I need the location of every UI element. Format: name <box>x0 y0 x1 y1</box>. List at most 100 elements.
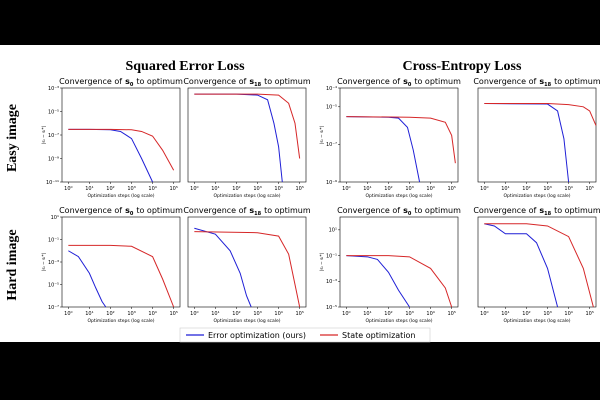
title-subscript: 0 <box>408 82 412 88</box>
title-subscript: 18 <box>254 211 261 217</box>
series-line <box>194 227 252 308</box>
x-tick-label: 10⁴ <box>148 186 156 192</box>
y-tick-label: 10⁻¹¹ <box>46 180 59 186</box>
column-title: Squared Error Loss <box>125 59 245 74</box>
x-tick-label: 10¹ <box>501 311 509 317</box>
x-axis-label: Optimization steps (log scale) <box>213 318 280 324</box>
title-prefix: Convergence of <box>59 206 122 215</box>
x-tick-label: 10¹ <box>211 186 219 192</box>
x-tick-label: 10⁴ <box>426 311 434 317</box>
title-symbol: s <box>403 206 408 215</box>
title-symbol: s <box>539 77 544 86</box>
plot-area <box>61 216 181 308</box>
y-axis-label: |sᵢ − sᵢ*| <box>41 253 47 271</box>
subplot: Convergence of s18 to optimum 10⁰ 10¹ 10² 10³ 1… <box>183 206 311 324</box>
title-suffix: to optimum <box>136 77 183 86</box>
x-tick-label: 10⁰ <box>480 311 488 317</box>
y-tick-label: 10⁻⁴ <box>326 86 337 92</box>
series-line <box>346 255 410 308</box>
title-suffix: to optimum <box>136 206 183 215</box>
x-tick-label: 10⁵ <box>447 186 455 192</box>
x-axis-label: Optimization steps (log scale) <box>87 193 154 199</box>
title-subscript: 0 <box>130 211 134 217</box>
y-axis-label: |sᵢ − sᵢ*| <box>319 126 325 144</box>
y-axis-label: |sᵢ − sᵢ*| <box>41 126 47 144</box>
plot-area <box>187 87 307 183</box>
plot-area <box>61 87 181 183</box>
legend-label: Error optimization (ours) <box>208 331 306 340</box>
y-tick-label: 10⁻⁵ <box>326 305 337 311</box>
x-tick-label: 10⁰ <box>64 186 72 192</box>
x-axis-label: Optimization steps (log scale) <box>365 193 432 199</box>
x-tick-label: 10¹ <box>363 186 371 192</box>
title-prefix: Convergence of <box>337 77 400 86</box>
title-prefix: Convergence of <box>337 206 400 215</box>
title-subscript: 18 <box>544 211 551 217</box>
x-tick-label: 10⁵ <box>447 311 455 317</box>
plot-area <box>339 87 459 183</box>
x-tick-label: 10² <box>522 311 530 317</box>
x-tick-label: 10⁵ <box>169 186 177 192</box>
series-line <box>68 250 107 308</box>
x-tick-label: 10³ <box>405 186 413 192</box>
y-tick-label: 10⁻⁷ <box>48 133 59 139</box>
x-tick-label: 10³ <box>543 186 551 192</box>
subplot: Convergence of s18 to optimum 10⁰ 10¹ 10² 10³ 1… <box>183 77 311 199</box>
subplot-title: Convergence of s18 to optimum <box>473 77 600 88</box>
x-tick-label: 10⁴ <box>274 186 282 192</box>
x-tick-label: 10⁵ <box>169 311 177 317</box>
subplot-title: Convergence of s18 to optimum <box>473 206 600 217</box>
legend: Error optimization (ours) State optimiza… <box>179 327 431 343</box>
x-tick-label: 10⁴ <box>426 186 434 192</box>
title-suffix: to optimum <box>554 77 600 86</box>
title-suffix: to optimum <box>264 206 311 215</box>
x-tick-label: 10³ <box>543 311 551 317</box>
y-tick-label: 10⁻⁵ <box>48 109 59 115</box>
plot-area <box>187 216 307 308</box>
series-line <box>346 255 453 308</box>
subplot: Convergence of s0 to optimum 10⁰ 10¹ 10² 10³ 10… <box>319 206 461 324</box>
subplot: Convergence of s0 to optimum 10⁰ 10¹ 10² 10³ 10… <box>41 77 183 199</box>
x-axis-label: Optimization steps (log scale) <box>365 318 432 324</box>
subplot-title: Convergence of s0 to optimum <box>337 206 461 217</box>
subplot-title: Convergence of s0 to optimum <box>337 77 461 88</box>
title-prefix: Convergence of <box>59 77 122 86</box>
x-tick-label: 10⁰ <box>64 311 72 317</box>
y-tick-label: 10¹ <box>51 215 59 221</box>
x-tick-label: 10⁵ <box>295 311 303 317</box>
x-tick-label: 10⁰ <box>342 186 350 192</box>
x-tick-label: 10² <box>232 311 240 317</box>
row-title: Hard image <box>5 229 20 300</box>
x-tick-label: 10¹ <box>363 311 371 317</box>
series-line <box>68 244 175 308</box>
x-tick-label: 10⁵ <box>585 186 593 192</box>
y-tick-label: 10¹ <box>329 228 337 234</box>
y-tick-label: 10⁻⁹ <box>48 156 59 162</box>
series-line <box>484 223 594 308</box>
y-tick-label: 10⁻⁷ <box>48 305 59 311</box>
x-tick-label: 10¹ <box>85 311 93 317</box>
title-symbol: s <box>249 77 254 86</box>
y-tick-label: 10⁻⁵ <box>48 282 59 288</box>
title-prefix: Convergence of <box>183 206 246 215</box>
title-prefix: Convergence of <box>183 77 246 86</box>
title-prefix: Convergence of <box>473 206 536 215</box>
x-axis-label: Optimization steps (log scale) <box>87 318 154 324</box>
title-prefix: Convergence of <box>473 77 536 86</box>
x-tick-label: 10⁰ <box>190 311 198 317</box>
x-tick-label: 10⁴ <box>564 186 572 192</box>
title-symbol: s <box>403 77 408 86</box>
subplot-title: Convergence of s0 to optimum <box>59 206 183 217</box>
plot-area <box>339 216 459 308</box>
title-symbol: s <box>539 206 544 215</box>
x-tick-label: 10⁴ <box>148 311 156 317</box>
x-axis-label: Optimization steps (log scale) <box>503 193 570 199</box>
x-tick-label: 10³ <box>253 311 261 317</box>
series-line <box>484 102 597 126</box>
x-tick-label: 10² <box>106 311 114 317</box>
y-tick-label: 10⁻³ <box>48 86 59 92</box>
subplot-title: Convergence of s0 to optimum <box>59 77 183 88</box>
x-tick-label: 10³ <box>253 186 261 192</box>
x-tick-label: 10⁴ <box>564 311 572 317</box>
